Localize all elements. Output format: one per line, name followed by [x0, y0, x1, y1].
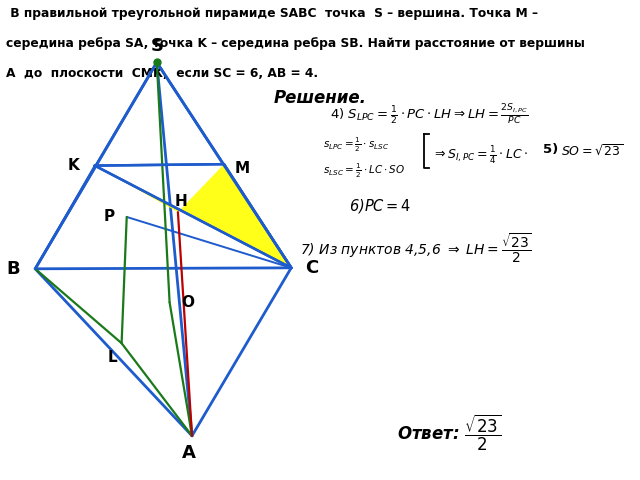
Text: середина ребра SA, точка K – середина ребра SB. Найти расстояние от вершины: середина ребра SA, точка K – середина ре… [6, 37, 585, 50]
Text: Решение.: Решение. [273, 89, 367, 107]
Text: L: L [107, 350, 117, 365]
Text: K: K [68, 158, 79, 173]
Text: 4) $S_{LPC} = \frac{1}{2} \cdot PC \cdot LH \Rightarrow LH = \frac{2S_{I,PC}}{PC: 4) $S_{LPC} = \frac{1}{2} \cdot PC \cdot… [330, 103, 528, 127]
Text: B: B [6, 260, 20, 278]
Text: $s_{LPC}=\frac{1}{2}\cdot s_{LSC}$: $s_{LPC}=\frac{1}{2}\cdot s_{LSC}$ [323, 135, 390, 154]
Text: В правильной треугольной пирамиде SABC  точка  S – вершина. Точка М –: В правильной треугольной пирамиде SABC т… [6, 7, 538, 20]
Text: M: M [234, 161, 250, 177]
Text: $\Rightarrow S_{I,PC} = \frac{1}{4} \cdot LC \cdot$: $\Rightarrow S_{I,PC} = \frac{1}{4} \cdo… [432, 144, 528, 166]
Text: P: P [103, 209, 115, 225]
Polygon shape [95, 164, 291, 268]
Text: H: H [175, 194, 188, 209]
Text: Ответ: $\dfrac{\sqrt{23}}{2}$: Ответ: $\dfrac{\sqrt{23}}{2}$ [397, 413, 501, 453]
Text: $s_{LSC}=\frac{1}{2}\cdot LC\cdot SO$: $s_{LSC}=\frac{1}{2}\cdot LC\cdot SO$ [323, 162, 405, 180]
Text: O: O [181, 295, 194, 310]
Text: A  до  плоскости  СМК,  если SC = 6, AB = 4.: A до плоскости СМК, если SC = 6, AB = 4. [6, 67, 319, 80]
Text: S: S [150, 36, 163, 55]
Text: 6)$PC=4$: 6)$PC=4$ [349, 197, 412, 215]
Text: 7) Из пунктов 4,5,6 $\Rightarrow$ $LH = \dfrac{\sqrt{23}}{2}$: 7) Из пунктов 4,5,6 $\Rightarrow$ $LH = … [300, 231, 531, 264]
Text: A: A [182, 444, 196, 462]
Text: 5): 5) [543, 143, 558, 156]
Text: $SO = \sqrt{23}$: $SO = \sqrt{23}$ [561, 144, 623, 159]
Text: C: C [305, 259, 318, 277]
